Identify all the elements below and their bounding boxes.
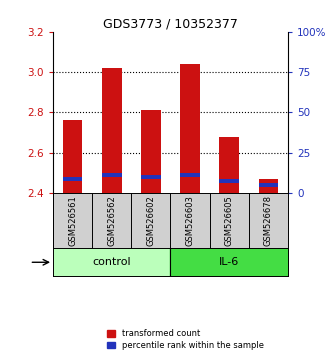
Text: GSM526562: GSM526562: [107, 195, 116, 246]
Bar: [259, 179, 278, 193]
Bar: [180, 173, 200, 177]
Bar: [102, 68, 121, 193]
Text: IL-6: IL-6: [219, 257, 239, 267]
Title: GDS3773 / 10352377: GDS3773 / 10352377: [103, 18, 238, 31]
Bar: [63, 120, 82, 193]
Text: GSM526678: GSM526678: [264, 195, 273, 246]
Bar: [219, 179, 239, 183]
Text: GSM526605: GSM526605: [225, 195, 234, 246]
Bar: [141, 175, 161, 179]
Legend: transformed count, percentile rank within the sample: transformed count, percentile rank withi…: [107, 329, 264, 350]
Bar: [180, 64, 200, 193]
Text: GSM526602: GSM526602: [146, 195, 155, 246]
Text: GSM526561: GSM526561: [68, 195, 77, 246]
Bar: [259, 183, 278, 187]
Bar: [63, 177, 82, 181]
Bar: [141, 110, 161, 193]
Text: control: control: [92, 257, 131, 267]
Bar: [102, 173, 121, 177]
Text: GSM526603: GSM526603: [186, 195, 195, 246]
Bar: [219, 137, 239, 193]
